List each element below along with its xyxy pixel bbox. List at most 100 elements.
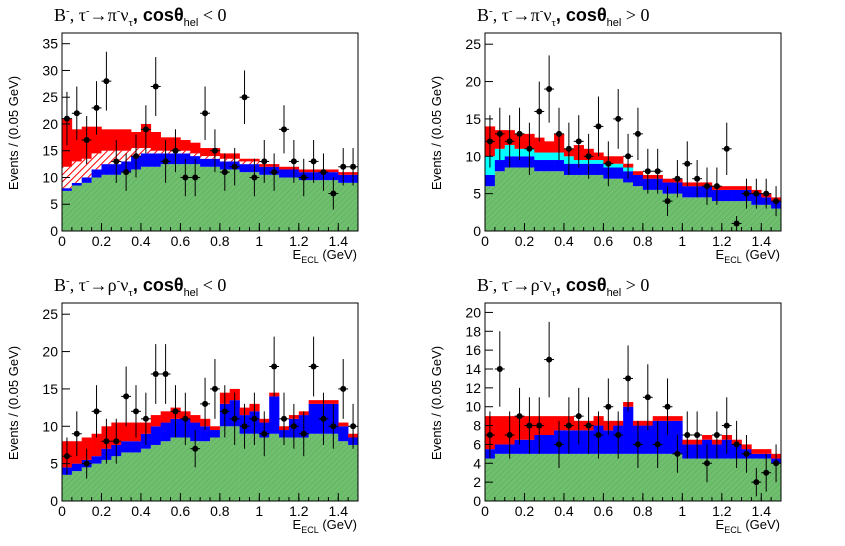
y-tick-label: 6 [473,436,481,452]
x-tick-label: 0.8 [633,503,653,519]
data-point-0 [485,115,495,168]
data-point-27 [751,468,762,497]
bar-red-hatch-3 [91,153,102,170]
x-tick-label: 1.4 [752,233,772,249]
bar-green-15 [633,186,644,231]
bar-green-28 [338,441,349,501]
bar-red-solid-11 [593,152,604,161]
data-point-23 [711,167,722,205]
bar-red-solid-22 [279,166,290,170]
data-point-14 [200,86,210,141]
bar-blue-13 [613,167,624,179]
x-axis-label: EECL (GeV) [293,517,357,535]
bar-blue-21 [269,396,280,434]
data-point-21 [692,411,703,459]
panel-rho-cos-neg: B-, τ-→ρ-ντ, cosθhel < 0 0 0.2 0.4 0.6 0.8 1 1… [6,275,359,535]
data-point-6 [121,153,132,191]
bar-red-hatch-4 [101,150,112,165]
bar-green-10 [160,164,171,231]
data-point-8 [563,397,574,454]
bar-green-4 [524,453,535,501]
y-tick-label: 25 [42,306,58,322]
bar-blue-8 [140,153,152,167]
bar-blue-7 [554,160,565,172]
bar-green-0 [62,474,73,501]
bar-blue-0 [62,188,73,191]
bar-red-solid-6 [121,129,132,151]
bar-green-5 [534,453,545,501]
data-point-3 [514,387,525,445]
data-point-11 [593,411,604,459]
bar-green-10 [583,453,594,501]
bar-red-solid-27 [328,169,339,173]
data-point-22 [279,105,289,154]
bar-blue-1 [71,182,83,186]
bar-red-solid-15 [633,171,644,175]
bar-cyan-5 [534,152,545,161]
bar-green-0 [485,186,496,231]
data-point-19 [249,158,260,197]
bar-red-solid-6 [121,422,132,442]
y-tick-label: 10 [465,148,481,164]
data-point-4 [101,51,112,111]
bar-green-26 [318,433,329,501]
data-point-17 [652,148,663,194]
panel-title: B-, τ-→ρ-ντ, cosθhel < 0 [54,275,226,299]
data-point-12 [180,392,191,445]
bar-blue-1 [71,463,83,472]
data-point-26 [318,153,329,191]
data-point-6 [544,321,555,398]
data-point-5 [534,81,545,142]
axes: 0 0.2 0.4 0.6 0.8 1 1.2 1.4 0 5 10 15 20 25 [42,302,359,519]
bar-green-2 [81,467,92,501]
bar-green-13 [613,453,624,501]
bar-blue-27 [328,172,339,181]
bar-green-14 [200,166,211,231]
data-point-2 [81,115,92,165]
data-point-21 [692,160,703,198]
data-point-17 [229,148,240,186]
bar-blue-3 [91,456,102,464]
x-tick-label: 0.2 [515,503,535,519]
y-tick-label: 20 [465,304,481,320]
panel-title: B-, τ-→π-ντ, cosθhel > 0 [477,5,650,29]
x-axis-label: EECL (GeV) [716,247,780,265]
data-point-16 [219,385,230,438]
data-point-4 [524,122,535,175]
data-point-25 [731,216,742,231]
y-axis-label: Events / (0.05 GeV) [429,76,444,190]
data-point-13 [613,89,624,149]
data-point-1 [494,331,505,407]
bar-blue-15 [210,430,221,438]
data-point-15 [210,129,220,173]
data-point-19 [672,160,683,198]
bar-blue-9 [150,426,161,445]
bar-green-1 [494,453,506,501]
bar-green-29 [348,182,359,231]
data-point-1 [71,411,82,457]
y-tick-label: 20 [42,116,58,132]
bar-green-6 [544,171,555,231]
bar-green-4 [101,174,112,231]
bar-green-7 [131,452,142,501]
bar-green-9 [150,444,161,501]
bar-red-solid-9 [150,415,161,427]
axes: 0 0.2 0.4 0.6 0.8 1 1.2 1.4 0 5 10 15 20 25 [465,32,782,249]
data-point-6 [121,366,132,427]
data-point-28 [338,148,349,186]
bar-green-11 [593,174,604,231]
bar-blue-2 [81,177,92,183]
bar-green-16 [642,453,654,501]
data-point-27 [328,403,339,449]
bar-green-8 [140,166,152,231]
x-tick-label: 0.8 [633,233,653,249]
bar-green-12 [180,437,191,501]
data-point-15 [633,107,643,161]
data-point-0 [62,91,72,146]
y-tick-label: 18 [465,323,481,339]
data-point-20 [259,411,270,457]
bar-red-solid-28 [761,449,772,454]
data-point-26 [318,392,329,445]
bar-green-20 [259,174,270,231]
